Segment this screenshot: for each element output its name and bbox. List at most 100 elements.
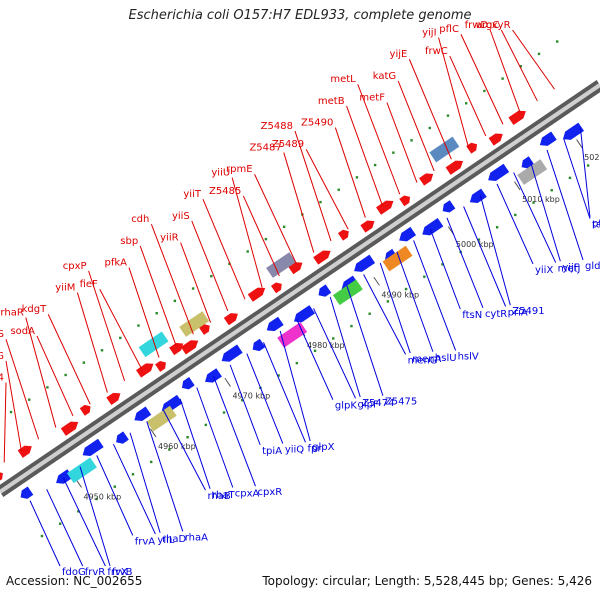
gene-leader-line (279, 330, 311, 442)
kbp-tick-label: 4980 kbp (307, 341, 345, 350)
guide-dot (246, 250, 249, 253)
gene-leader-line (346, 105, 384, 207)
gene-label-hslU: hslU (435, 353, 457, 364)
gene-label-Z5489: Z5489 (272, 139, 304, 150)
feature-block (382, 245, 413, 272)
gene-leader-line (62, 477, 106, 567)
backbone-upper (0, 80, 599, 490)
gene-leader-line (294, 130, 332, 242)
forward-gene (488, 133, 503, 146)
guide-dot (191, 287, 195, 290)
gene-leader-line (150, 224, 194, 335)
gene-label-talC: talC (592, 220, 600, 231)
forward-gene (60, 421, 79, 436)
gene-leader-line (139, 245, 177, 347)
reverse-gene (221, 344, 243, 362)
gene-leader-line (46, 489, 84, 567)
guide-dot (137, 324, 140, 327)
forward-gene (180, 340, 199, 355)
gene-leader-line (25, 317, 57, 428)
backbone-lower (1, 87, 600, 497)
gene-label-metB: metB (318, 96, 345, 107)
gene-label-yijE: yijE (390, 49, 408, 60)
gene-leader-line (242, 195, 280, 277)
gene-label-rpmE: rpmE (226, 164, 253, 175)
guide-dot (313, 349, 317, 352)
gene-label-argC: argC (476, 20, 499, 31)
guide-dot (514, 213, 517, 217)
backbone-middle (0, 83, 600, 494)
gene-leader-line (179, 398, 211, 489)
guide-dot (241, 398, 244, 402)
guide-dot (537, 52, 541, 56)
guide-dot (204, 423, 208, 427)
gene-label-metL: metL (330, 74, 356, 85)
gene-leader-line (196, 387, 234, 488)
gene-leader-line (5, 360, 22, 451)
reverse-gene (562, 122, 584, 140)
guide-dot (173, 299, 177, 303)
kbp-tick-label: 4960 kbp (158, 442, 196, 451)
gene-label-frvA: frvA (135, 536, 156, 547)
forward-gene (313, 250, 331, 265)
feature-block (266, 252, 297, 278)
guide-dot (495, 226, 499, 229)
gene-label-gldA: gldA (585, 261, 600, 272)
gene-label-yijI: yijI (422, 28, 436, 39)
forward-gene (466, 142, 478, 154)
genome-title: Escherichia coli O157:H7 EDL933, complet… (128, 8, 472, 23)
gene-label-pfkA: pfkA (104, 258, 127, 269)
gene-leader-line (191, 220, 229, 312)
gene-label-sbp: sbp (120, 236, 138, 247)
forward-gene (136, 363, 154, 378)
reverse-gene (488, 163, 510, 181)
guide-dot (477, 238, 481, 241)
forward-gene (376, 200, 394, 215)
accession-text: Accession: NC_002655 (6, 574, 143, 588)
forward-gene (337, 229, 349, 241)
gene-label-priA: priA (508, 308, 528, 319)
gene-label-yiiL: yiiL (157, 535, 174, 546)
gene-leader-line (128, 267, 160, 358)
gene-label-yiiG: yiiG (0, 351, 4, 362)
gene-leader-line (579, 127, 591, 218)
guide-dot (568, 176, 572, 180)
reverse-gene (422, 218, 444, 236)
forward-gene (223, 313, 238, 326)
gene-label-frwC: frwC (425, 46, 448, 57)
gene-label-rhaT: rhaT (212, 490, 235, 501)
gene-leader-line (513, 172, 557, 263)
gene-leader-line (334, 127, 366, 218)
guide-dot (441, 263, 444, 266)
gene-label-fdoG: fdoG (62, 567, 86, 578)
guide-dot (82, 361, 86, 364)
guide-dot (168, 448, 171, 451)
gene-label-Z5475: Z5475 (385, 397, 417, 408)
guide-dot (483, 89, 486, 93)
forward-gene (360, 220, 375, 233)
gene-leader-line (202, 199, 246, 300)
guide-dot (100, 349, 104, 352)
gene-leader-line (408, 59, 452, 160)
gene-label-menG: menG (408, 355, 438, 366)
gene-leader-line (500, 29, 538, 102)
gene-leader-line (460, 34, 504, 125)
guide-dot (350, 324, 353, 328)
gene-label-ftsN: ftsN (462, 310, 482, 321)
reverse-gene (539, 131, 557, 146)
gene-label-rhaA: rhaA (185, 532, 208, 543)
gene-label-Z5487: Z5487 (249, 143, 281, 154)
gene-leader-line (5, 339, 40, 440)
gene-leader-line (357, 84, 401, 195)
gene-leader-line (346, 285, 384, 396)
gene-label-frvX: frvX (107, 567, 128, 578)
gene-label-Z5485: Z5485 (209, 186, 241, 197)
gene-leader-line (76, 292, 108, 393)
guide-dot (392, 151, 395, 154)
gene-leader-line (396, 251, 434, 352)
guide-dot (386, 300, 390, 303)
guide-dot (46, 386, 49, 389)
gene-leader-line (449, 55, 487, 137)
reverse-gene (266, 316, 284, 332)
